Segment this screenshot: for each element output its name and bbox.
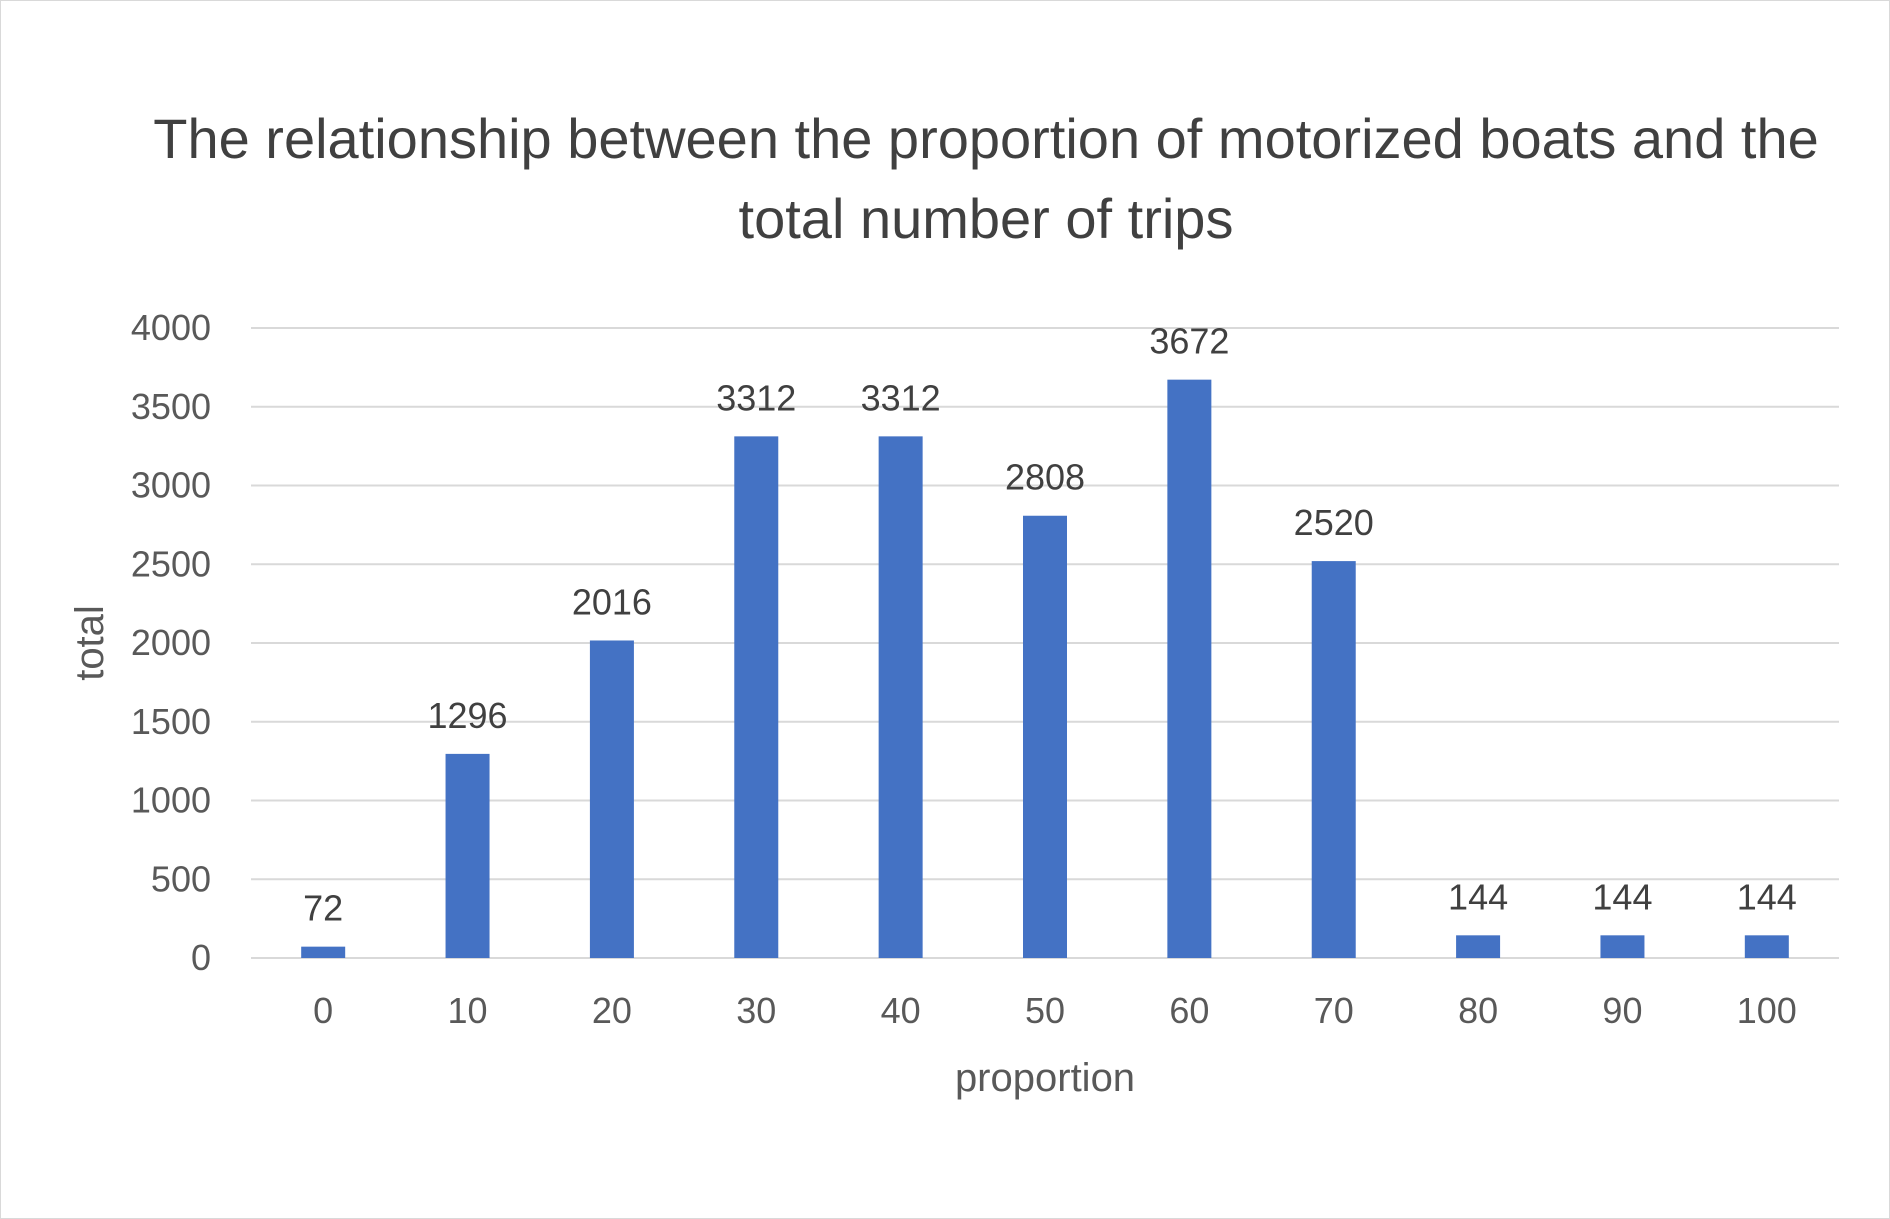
y-axis-ticks: 0 500 1000 1500 2000 2500 3000 3500 4000: [131, 307, 211, 978]
bar: [1023, 515, 1067, 958]
bars: [301, 379, 1789, 958]
bar: [1456, 935, 1501, 958]
x-tick-label: 40: [881, 990, 921, 1031]
y-tick-label: 1000: [131, 780, 211, 821]
y-tick-label: 0: [191, 937, 211, 978]
y-tick-label: 1500: [131, 701, 211, 742]
x-tick-label: 90: [1602, 990, 1642, 1031]
bar: [1600, 935, 1645, 958]
data-label: 3672: [1149, 321, 1229, 362]
x-tick-label: 60: [1169, 990, 1209, 1031]
bar: [878, 436, 923, 958]
x-axis-title: proportion: [955, 1056, 1135, 1100]
data-label: 144: [1592, 876, 1652, 917]
y-tick-label: 2500: [131, 543, 211, 584]
bar: [1311, 561, 1356, 958]
bar: [734, 436, 779, 958]
y-tick-label: 4000: [131, 307, 211, 348]
bar: [445, 753, 490, 958]
x-tick-label: 50: [1025, 990, 1065, 1031]
data-label: 3312: [861, 377, 941, 418]
bar: [301, 946, 346, 958]
bar: [589, 640, 634, 958]
data-label: 72: [303, 888, 343, 929]
y-tick-label: 3500: [131, 386, 211, 427]
chart-title: The relationship between the proportion …: [153, 107, 1819, 250]
x-axis-ticks: 0 10 20 30 40 50 60 70 80 90 100: [313, 990, 1797, 1031]
data-label: 2808: [1005, 457, 1085, 498]
x-tick-label: 20: [592, 990, 632, 1031]
data-labels: 72 1296 2016 3312 3312 2808 3672 2520 144 144 144: [303, 321, 1797, 929]
x-tick-label: 30: [736, 990, 776, 1031]
y-tick-label: 500: [151, 858, 211, 899]
x-tick-label: 0: [313, 990, 333, 1031]
bar: [1167, 379, 1212, 958]
data-label: 1296: [427, 695, 507, 736]
bar: [1744, 935, 1789, 958]
data-label: 2016: [572, 581, 652, 622]
x-tick-label: 100: [1737, 990, 1797, 1031]
y-axis-title: total: [68, 605, 112, 681]
data-label: 3312: [716, 377, 796, 418]
y-tick-label: 2000: [131, 622, 211, 663]
x-tick-label: 70: [1314, 990, 1354, 1031]
x-tick-label: 80: [1458, 990, 1498, 1031]
x-tick-label: 10: [448, 990, 488, 1031]
y-tick-label: 3000: [131, 465, 211, 506]
data-label: 144: [1737, 876, 1797, 917]
data-label: 2520: [1294, 502, 1374, 543]
data-label: 144: [1448, 876, 1508, 917]
